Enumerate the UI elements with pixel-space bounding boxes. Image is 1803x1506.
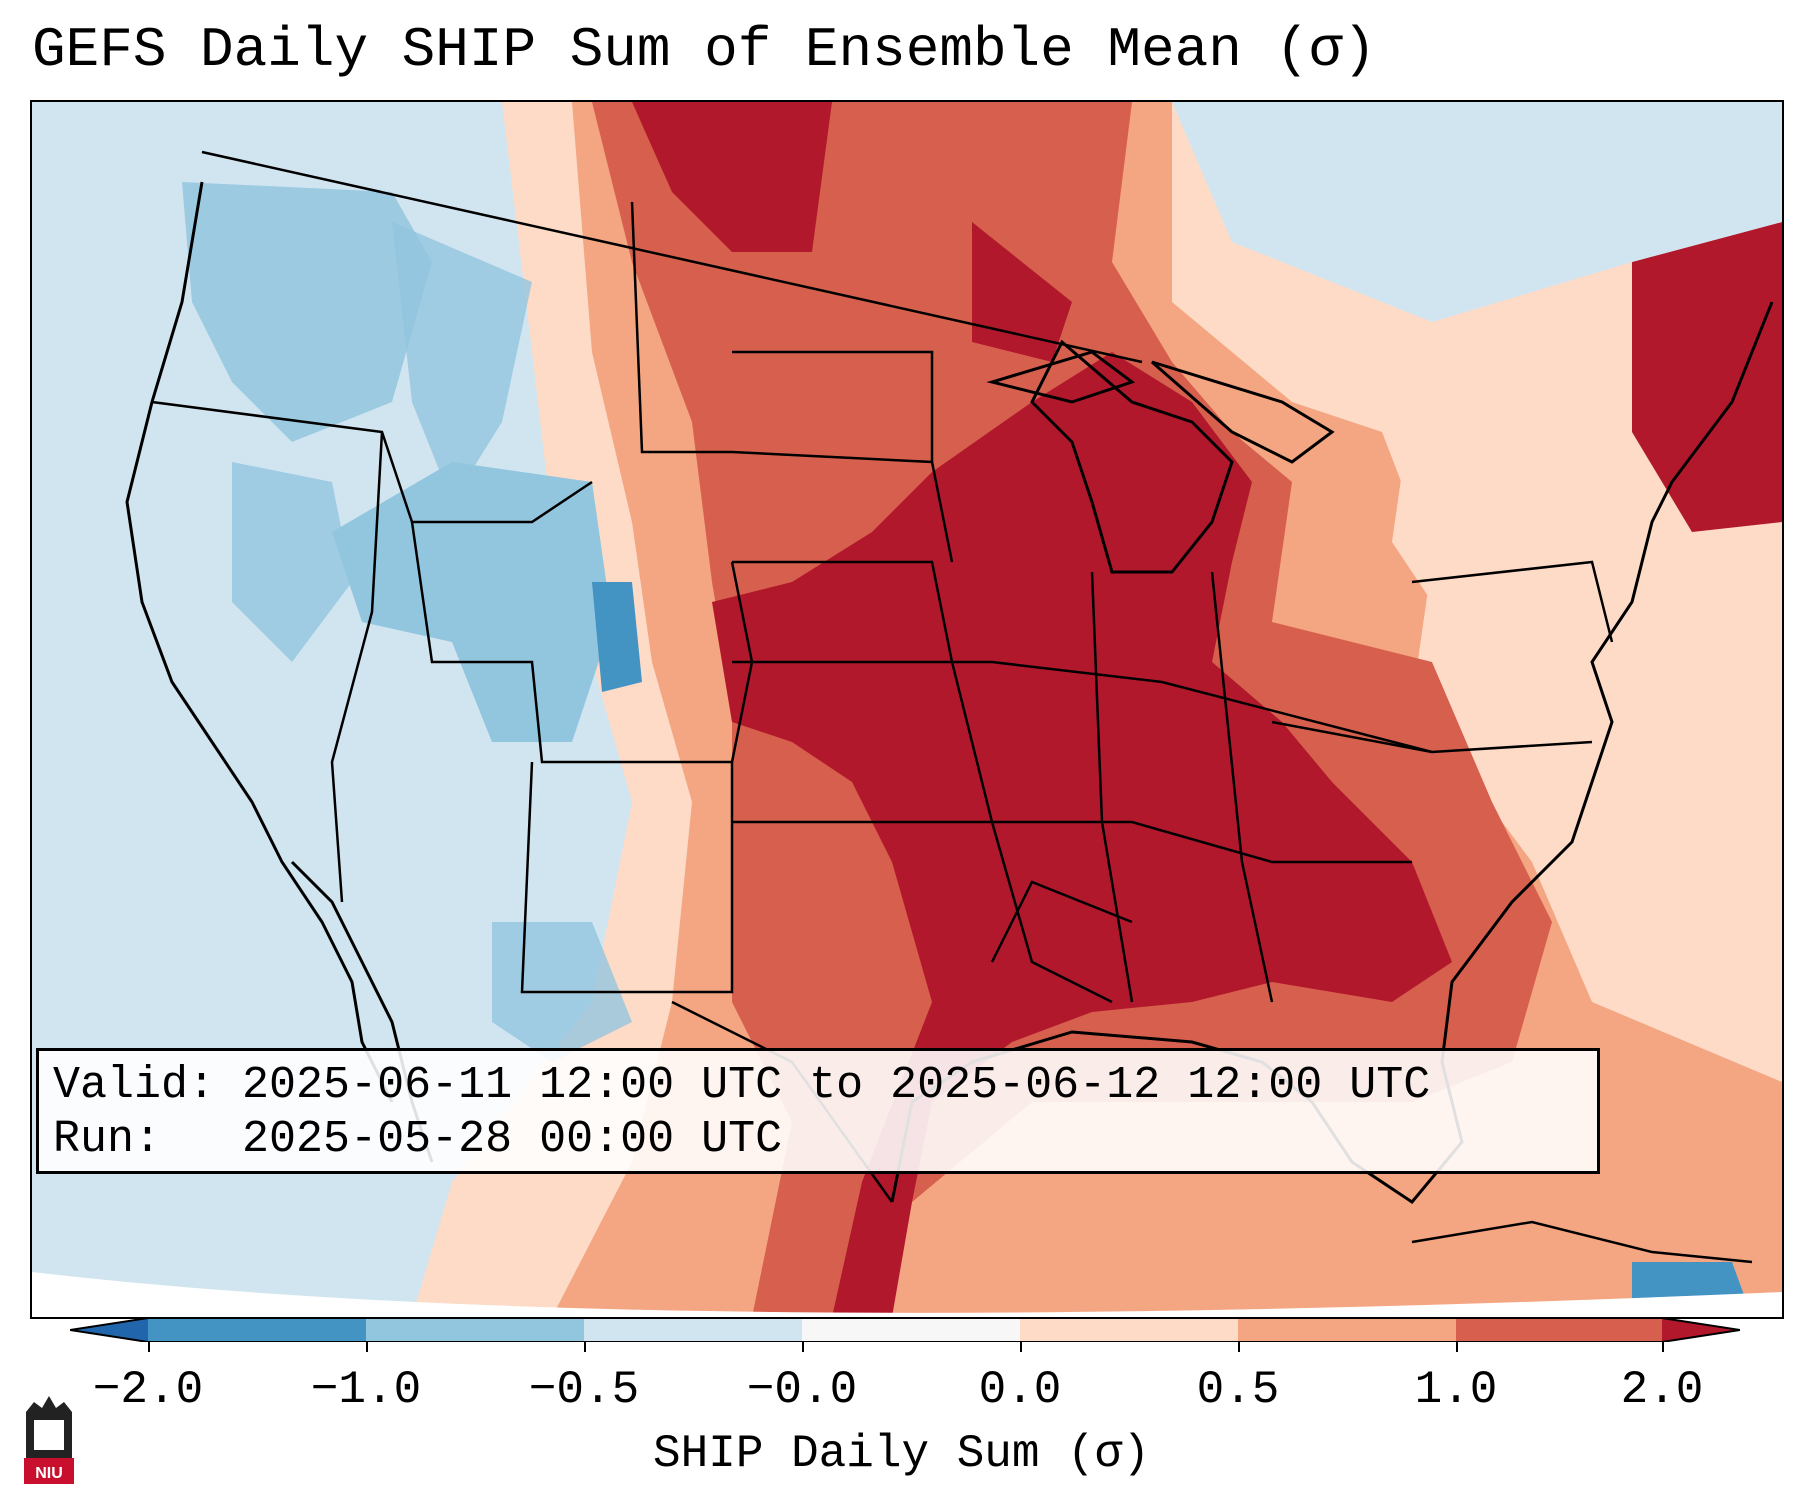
border-la-ms (990, 880, 1133, 963)
colorbar-bin-2 (366, 1318, 584, 1342)
field-negative-idaho (392, 222, 532, 502)
border-oh-ga (1210, 571, 1274, 1003)
tick-mark (1456, 1342, 1458, 1352)
tick-label: −0.0 (746, 1364, 858, 1416)
field-extreme-northeast (1632, 222, 1782, 532)
tick-label: 0.0 (978, 1364, 1062, 1416)
tick-mark (1662, 1342, 1664, 1352)
colorbar-bin-7 (1456, 1318, 1662, 1342)
valid-value: 2025-06-11 12:00 UTC to 2025-06-12 12:00… (242, 1060, 1431, 1111)
tick-mark (802, 1342, 804, 1352)
projection-edge (32, 1272, 1782, 1317)
run-label: Run: (53, 1114, 162, 1165)
canada-border (201, 150, 1143, 364)
great-lakes-huron (1151, 360, 1335, 464)
field-negative-colorado (332, 462, 612, 742)
field-negative-nw (182, 182, 432, 442)
tick-mark (584, 1342, 586, 1352)
colorbar-bin-6 (1238, 1318, 1456, 1342)
colorbar-bin-1 (148, 1318, 366, 1342)
tick-label: 0.5 (1196, 1364, 1280, 1416)
border-pa (1411, 560, 1614, 643)
valid-run-infobox: Valid: 2025-06-11 12:00 UTC to 2025-06-1… (36, 1048, 1600, 1174)
atlantic-gulf-coastline (890, 301, 1774, 1204)
tick-label: 2.0 (1620, 1364, 1704, 1416)
run-value: 2025-05-28 00:00 UTC (242, 1114, 783, 1165)
colorbar-bin-3 (584, 1318, 802, 1342)
tick-label: −1.0 (310, 1364, 422, 1416)
border-va (1271, 720, 1433, 754)
logo-text: NIU (35, 1465, 63, 1482)
field-extreme-north2 (972, 222, 1072, 362)
cuba-outline (1411, 1220, 1753, 1264)
field-negative-core (592, 582, 642, 692)
field-northeast-light (1392, 362, 1632, 602)
tick-label: −2.0 (92, 1364, 204, 1416)
logo-window-icon (34, 1420, 64, 1450)
colorbar (70, 1318, 1740, 1342)
great-lakes-superior (986, 350, 1136, 404)
border-il-in (1090, 571, 1134, 1003)
colorbar-label: SHIP Daily Sum (σ) (653, 1428, 1150, 1480)
tick-label: 1.0 (1414, 1364, 1498, 1416)
tick-mark (1238, 1342, 1240, 1352)
colorbar-extend-high (1662, 1318, 1740, 1342)
state-borders (151, 150, 1614, 1203)
colorbar-bin-4 (802, 1318, 1020, 1342)
valid-label: Valid: (53, 1060, 216, 1111)
tick-mark (148, 1342, 150, 1352)
niu-logo: NIU (24, 1396, 74, 1484)
border-mt-wy (630, 201, 732, 454)
great-lakes-michigan (1030, 339, 1234, 574)
tick-label: −0.5 (528, 1364, 640, 1416)
border-plains (732, 560, 1113, 1004)
map-title: GEFS Daily SHIP Sum of Ensemble Mean (σ) (32, 18, 1377, 82)
border-nd (732, 350, 934, 462)
border-nv (330, 431, 384, 903)
logo-base-icon (24, 1458, 74, 1484)
colorbar-bin-5 (1020, 1318, 1238, 1342)
field-extreme-north (632, 102, 832, 252)
tick-mark (366, 1342, 368, 1352)
border-central (732, 660, 1593, 754)
border-south (732, 820, 1412, 864)
tick-mark (1020, 1342, 1022, 1352)
field-canada-neutral (1172, 102, 1782, 322)
field-extreme-positive (712, 352, 1452, 1317)
colorbar-extend-low (70, 1318, 148, 1342)
border-az-nm (520, 761, 734, 994)
field-negative-nevada (232, 462, 352, 662)
